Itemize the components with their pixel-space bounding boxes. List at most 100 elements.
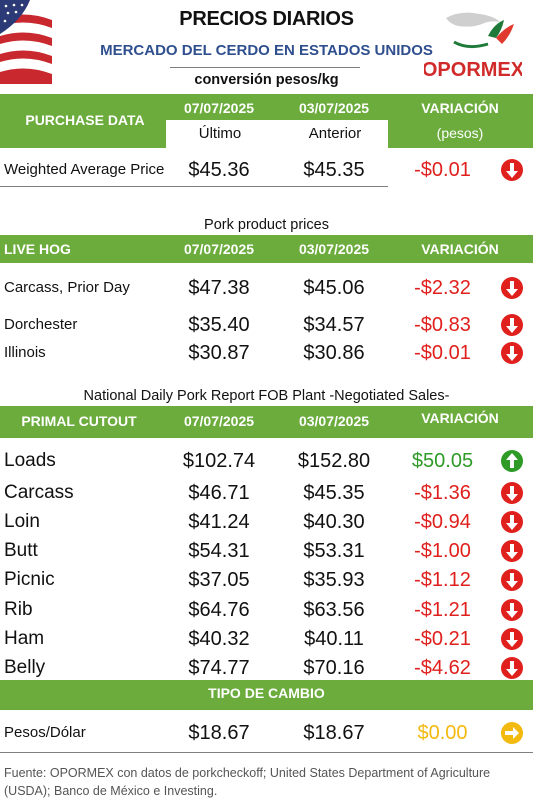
livehog-label: LIVE HOG bbox=[4, 241, 71, 257]
row-value-latest: $102.74 bbox=[182, 450, 256, 472]
arrow-down-icon bbox=[500, 276, 524, 300]
row-value-previous: $35.93 bbox=[303, 569, 365, 591]
purchase-label: PURCHASE DATA bbox=[25, 112, 145, 128]
row-variation: -$1.00 bbox=[414, 540, 471, 562]
table-row: Picnic $37.05 $35.93 -$1.12 bbox=[0, 566, 533, 594]
source-footnote: Fuente: OPORMEX con datos de porkcheckof… bbox=[4, 766, 491, 798]
purchase-bottom-border bbox=[0, 186, 388, 187]
primal-section-title: National Daily Pork Report FOB Plant -Ne… bbox=[83, 388, 450, 404]
page-subtitle: MERCADO DEL CERDO EN ESTADOS UNIDOS bbox=[100, 42, 433, 59]
unit-note-top-border bbox=[170, 67, 360, 68]
purchase-sub-pesos: (pesos) bbox=[436, 125, 484, 141]
purchase-date-1: 07/07/2025 bbox=[183, 100, 255, 116]
row-value-latest: $18.67 bbox=[188, 722, 250, 744]
exchange-bottom-border bbox=[0, 752, 533, 753]
arrow-down-icon bbox=[500, 481, 524, 505]
logo-text: OPORMEX bbox=[424, 59, 522, 81]
row-value-latest: $45.36 bbox=[188, 159, 250, 181]
primal-var-label: VARIACIÓN bbox=[421, 410, 499, 426]
exchange-header-band: TIPO DE CAMBIO bbox=[0, 680, 533, 710]
row-label: Carcass, Prior Day bbox=[4, 279, 130, 296]
row-variation: $0.00 bbox=[417, 722, 468, 744]
row-label: Weighted Average Price bbox=[4, 161, 165, 178]
row-value-latest: $40.32 bbox=[188, 628, 250, 650]
row-value-previous: $63.56 bbox=[303, 599, 365, 621]
purchase-var-label: VARIACIÓN bbox=[421, 100, 499, 116]
table-row: Ham $40.32 $40.11 -$0.21 bbox=[0, 625, 533, 653]
livehog-var-label: VARIACIÓN bbox=[421, 241, 499, 257]
purchase-subheader-cells: Último Anterior bbox=[166, 120, 388, 148]
row-value-latest: $47.38 bbox=[188, 277, 250, 299]
row-label: Loads bbox=[4, 450, 56, 471]
row-label: Belly bbox=[4, 657, 46, 678]
row-value-previous: $45.35 bbox=[303, 482, 365, 504]
row-value-previous: $152.80 bbox=[297, 450, 371, 472]
row-variation: $50.05 bbox=[411, 450, 474, 472]
livehog-date-2: 03/07/2025 bbox=[298, 241, 370, 257]
table-row: Loin $41.24 $40.30 -$0.94 bbox=[0, 508, 533, 536]
arrow-down-icon bbox=[500, 158, 524, 182]
row-value-previous: $70.16 bbox=[303, 657, 365, 679]
row-value-previous: $18.67 bbox=[303, 722, 365, 744]
table-row: Belly $74.77 $70.16 -$4.62 bbox=[0, 654, 533, 682]
row-value-latest: $64.76 bbox=[188, 599, 250, 621]
row-variation: -$2.32 bbox=[414, 277, 471, 299]
table-row: Carcass $46.71 $45.35 -$1.36 bbox=[0, 479, 533, 507]
row-value-previous: $45.35 bbox=[303, 159, 365, 181]
table-row: Pesos/Dólar $18.67 $18.67 $0.00 bbox=[0, 718, 533, 748]
purchase-date-2: 03/07/2025 bbox=[298, 100, 370, 116]
row-variation: -$0.21 bbox=[414, 628, 471, 650]
arrow-down-icon bbox=[500, 313, 524, 337]
row-value-latest: $35.40 bbox=[188, 314, 250, 336]
row-label: Pesos/Dólar bbox=[4, 724, 86, 741]
arrow-down-icon bbox=[500, 568, 524, 592]
us-flag-image bbox=[0, 0, 52, 84]
primal-date-2: 03/07/2025 bbox=[298, 413, 370, 429]
row-value-latest: $74.77 bbox=[188, 657, 250, 679]
row-value-previous: $45.06 bbox=[303, 277, 365, 299]
row-label: Dorchester bbox=[4, 316, 78, 333]
arrow-up-icon bbox=[500, 449, 524, 473]
pork-section-title: Pork product prices bbox=[204, 217, 329, 233]
row-variation: -$1.12 bbox=[414, 569, 471, 591]
row-variation: -$0.94 bbox=[414, 511, 471, 533]
primal-label: PRIMAL CUTOUT bbox=[21, 413, 137, 429]
row-label: Rib bbox=[4, 599, 33, 620]
table-row: Butt $54.31 $53.31 -$1.00 bbox=[0, 537, 533, 565]
arrow-down-icon bbox=[500, 656, 524, 680]
exchange-label: TIPO DE CAMBIO bbox=[208, 685, 325, 701]
table-row: Dorchester $35.40 $34.57 -$0.83 bbox=[0, 311, 533, 339]
arrow-down-icon bbox=[500, 539, 524, 563]
table-row: Weighted Average Price $45.36 $45.35 -$0.01 bbox=[0, 156, 533, 184]
row-value-previous: $53.31 bbox=[303, 540, 365, 562]
arrow-down-icon bbox=[500, 510, 524, 534]
opormex-logo: OPORMEX bbox=[424, 12, 522, 81]
unit-note: conversión pesos/kg bbox=[194, 72, 339, 88]
row-value-latest: $37.05 bbox=[188, 569, 250, 591]
table-row: Carcass, Prior Day $47.38 $45.06 -$2.32 bbox=[0, 274, 533, 302]
row-variation: -$1.21 bbox=[414, 599, 471, 621]
row-value-latest: $30.87 bbox=[188, 342, 250, 364]
row-label: Loin bbox=[4, 511, 40, 532]
row-variation: -$4.62 bbox=[414, 657, 471, 679]
row-variation: -$1.36 bbox=[414, 482, 471, 504]
row-value-previous: $30.86 bbox=[303, 342, 365, 364]
primal-header-band: PRIMAL CUTOUT 07/07/2025 03/07/2025 VARI… bbox=[0, 406, 533, 438]
arrow-down-icon bbox=[500, 598, 524, 622]
row-value-previous: $40.11 bbox=[304, 628, 364, 650]
arrow-right-icon bbox=[500, 721, 524, 745]
arrow-down-icon bbox=[500, 627, 524, 651]
livehog-header-band: LIVE HOG 07/07/2025 03/07/2025 VARIACIÓN bbox=[0, 235, 533, 263]
table-row: Rib $64.76 $63.56 -$1.21 bbox=[0, 596, 533, 624]
livehog-date-1: 07/07/2025 bbox=[183, 241, 255, 257]
row-label: Picnic bbox=[4, 569, 55, 590]
row-variation: -$0.83 bbox=[414, 314, 471, 336]
page-title: PRECIOS DIARIOS bbox=[179, 8, 354, 30]
row-label: Illinois bbox=[4, 344, 46, 361]
row-value-latest: $54.31 bbox=[188, 540, 250, 562]
row-variation: -$0.01 bbox=[414, 159, 471, 181]
row-label: Butt bbox=[4, 540, 38, 561]
row-value-previous: $34.57 bbox=[303, 314, 365, 336]
primal-date-1: 07/07/2025 bbox=[183, 413, 255, 429]
row-value-latest: $41.24 bbox=[188, 511, 250, 533]
